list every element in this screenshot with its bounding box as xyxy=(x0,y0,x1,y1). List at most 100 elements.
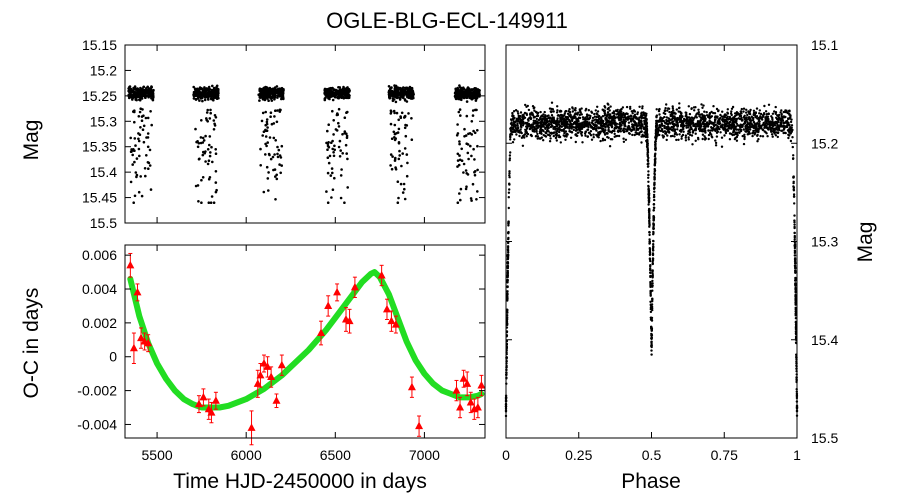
phased-point xyxy=(652,196,656,199)
phased-point xyxy=(514,130,517,134)
phased-point xyxy=(793,238,796,241)
phased-point xyxy=(677,106,681,110)
phased-point xyxy=(654,142,657,145)
phased-point xyxy=(649,293,652,296)
lightcurve-point xyxy=(138,90,141,93)
phased-point xyxy=(511,111,514,115)
phased-point xyxy=(660,122,663,125)
phased-point xyxy=(680,125,683,128)
phased-point xyxy=(745,111,748,114)
phased-point xyxy=(509,129,513,132)
phased-point xyxy=(747,126,751,129)
lightcurve-point xyxy=(396,95,399,98)
phased-point xyxy=(629,120,633,123)
lightcurve-point xyxy=(390,167,394,171)
phased-point xyxy=(662,136,665,139)
oc-y-tick-label: -0.004 xyxy=(77,416,117,432)
phased-point xyxy=(719,131,722,134)
lightcurve-point xyxy=(393,111,396,115)
phased-point xyxy=(705,114,709,117)
phased-point xyxy=(566,120,569,124)
lightcurve-point xyxy=(201,176,205,179)
phased-point xyxy=(587,109,590,112)
phased-y-ticks: 15.115.215.315.415.5 xyxy=(506,37,838,446)
phased-point xyxy=(633,110,637,113)
phased-point xyxy=(536,121,540,125)
phased-point xyxy=(568,119,571,122)
lightcurve-point xyxy=(326,142,330,146)
lightcurve-y-tick-label: 15.35 xyxy=(82,139,117,155)
phased-point xyxy=(786,125,789,129)
phased-point xyxy=(671,134,674,138)
lightcurve-point xyxy=(280,144,284,148)
phased-point xyxy=(580,107,583,110)
lightcurve-point xyxy=(146,145,150,149)
lightcurve-y-tick-label: 15.3 xyxy=(90,113,117,129)
lightcurve-point xyxy=(194,98,198,101)
phased-point xyxy=(659,116,662,119)
phased-point xyxy=(566,116,569,120)
lightcurve-point xyxy=(279,94,282,97)
lightcurve-point xyxy=(458,142,461,146)
phased-point xyxy=(647,189,650,192)
lightcurve-point xyxy=(207,85,211,89)
phased-point xyxy=(732,131,735,134)
phased-point xyxy=(595,115,598,119)
phased-point xyxy=(522,122,525,126)
phased-point xyxy=(793,223,796,226)
phased-point xyxy=(605,115,608,118)
lightcurve-point xyxy=(471,88,475,91)
lightcurve-point xyxy=(408,86,411,90)
phased-point xyxy=(744,119,748,122)
lightcurve-point xyxy=(327,94,330,97)
phased-point xyxy=(794,308,797,311)
lightcurve-point xyxy=(273,168,277,171)
phased-point xyxy=(506,314,509,317)
phased-point xyxy=(635,126,638,130)
phased-point xyxy=(586,128,589,131)
phased-point xyxy=(663,124,666,128)
lightcurve-point xyxy=(473,158,476,161)
phased-point xyxy=(615,134,619,138)
phased-point xyxy=(645,117,648,121)
lightcurve-point xyxy=(459,187,463,191)
lightcurve-point xyxy=(263,86,267,90)
phased-point xyxy=(734,132,737,135)
phased-point xyxy=(778,116,781,119)
phased-panel: 0 0.25 0.5 0.75 1 15.115.215.315.415.5 Mag P… xyxy=(502,37,877,493)
lightcurve-point xyxy=(278,110,282,113)
phased-point xyxy=(735,135,739,139)
lightcurve-point xyxy=(390,93,394,97)
phased-point xyxy=(715,107,719,111)
phased-point xyxy=(570,123,573,127)
oc-point xyxy=(391,320,400,328)
lightcurve-point xyxy=(332,119,336,122)
lightcurve-point xyxy=(326,144,330,148)
phased-point xyxy=(648,230,651,234)
phased-point xyxy=(524,103,527,107)
lightcurve-point xyxy=(261,134,265,137)
lightcurve-point xyxy=(458,86,462,89)
lightcurve-point xyxy=(459,114,462,117)
phased-point xyxy=(672,123,676,127)
lightcurve-point xyxy=(195,140,198,144)
lightcurve-point xyxy=(266,97,269,100)
phased-point xyxy=(536,114,540,118)
lightcurve-point xyxy=(137,132,140,135)
phased-y-tick-label: 15.2 xyxy=(811,135,838,151)
phased-point xyxy=(735,128,738,131)
lightcurve-point xyxy=(394,100,398,104)
phased-point xyxy=(773,124,776,127)
lightcurve-point xyxy=(337,107,341,111)
phased-point xyxy=(609,120,613,124)
lightcurve-point xyxy=(408,92,412,96)
lightcurve-point xyxy=(460,98,463,102)
lightcurve-point xyxy=(403,115,407,118)
phased-point xyxy=(794,262,797,265)
phased-point xyxy=(790,118,793,121)
phased-point xyxy=(666,122,670,126)
phased-point xyxy=(647,173,650,176)
lightcurve-point xyxy=(207,159,211,162)
phased-point xyxy=(574,107,577,110)
